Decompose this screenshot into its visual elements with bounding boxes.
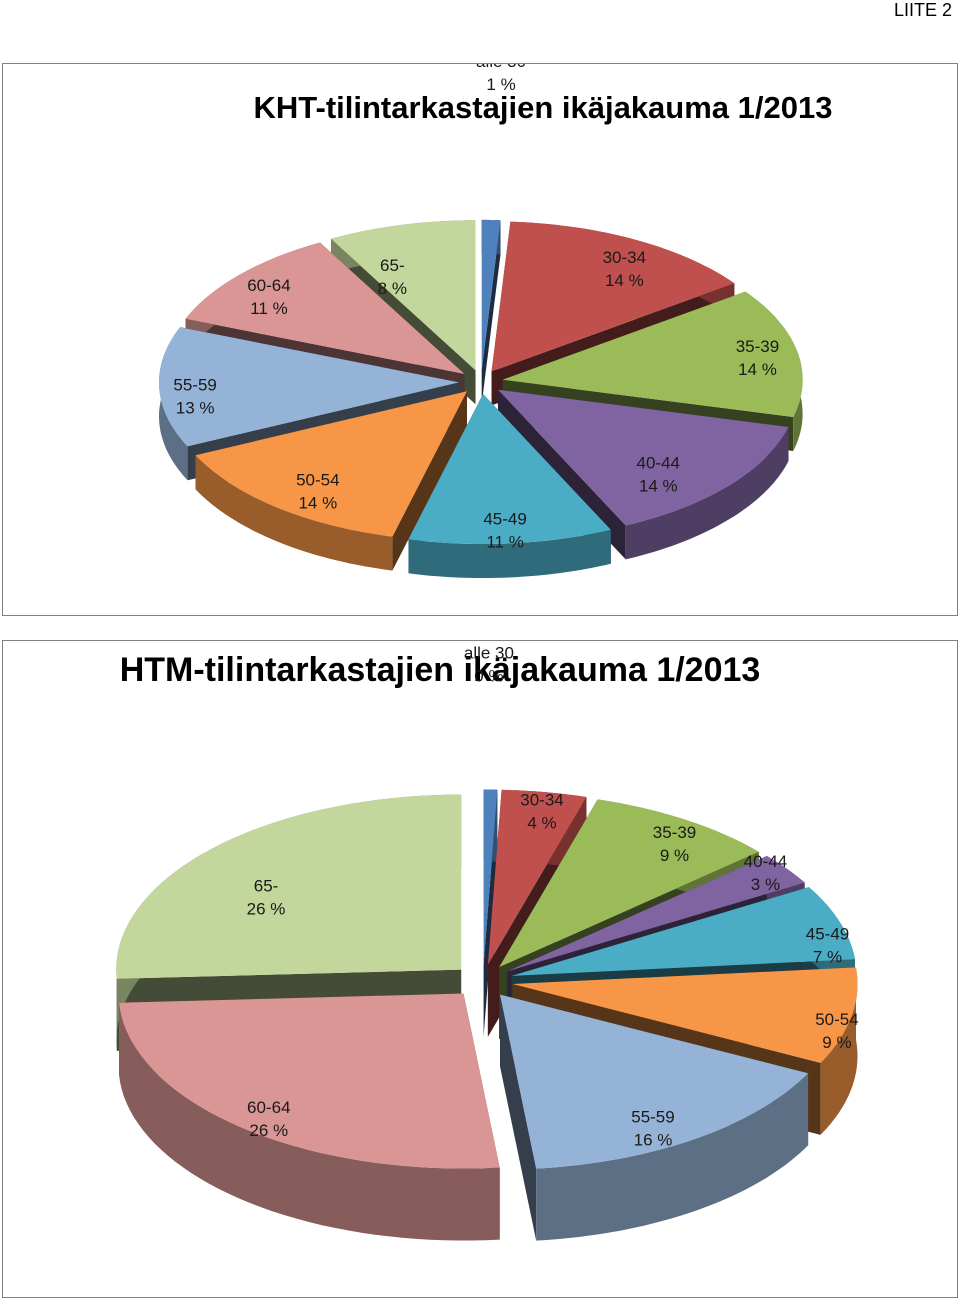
slice-40-44: [497, 389, 789, 560]
value-label-35-39: 14 %: [738, 360, 777, 379]
slice-alle-30: [483, 789, 498, 1037]
category-label-40-44: 40-44: [637, 453, 680, 472]
category-label-alle-30: alle 30: [464, 644, 514, 663]
kht-pie-chart: alle 30 1 % 30-34 14 % 35-39 14 % 40-44 14 % 45-…: [159, 64, 803, 578]
slice-top-35-39: [499, 799, 759, 968]
value-label-30-34: 4 %: [527, 814, 556, 833]
value-label-45-49: 11 %: [486, 533, 524, 552]
value-label-alle-30: 1 %: [486, 75, 515, 94]
value-label-45-49: 7 %: [813, 947, 842, 966]
value-label-65: 26 %: [247, 899, 286, 918]
category-label-65: 65-: [380, 256, 405, 275]
value-label-40-44: 14 %: [639, 476, 678, 495]
slice-top-65: [116, 794, 462, 979]
slice-60-64: [118, 993, 500, 1241]
htm-pie-chart: alle 30 0 % 30-34 4 % 35-39 9 % 40-44 3 % 45-49 7…: [116, 644, 859, 1241]
slice-top-55-59: [500, 994, 809, 1169]
slice-45-49: [408, 394, 611, 578]
category-label-50-54: 50-54: [296, 471, 339, 490]
slice-top-60-64: [185, 242, 465, 374]
htm-chart-frame: HTM-tilintarkastajien ikäjakauma 1/2013 …: [2, 640, 958, 1298]
category-label-60-64: 60-64: [247, 1098, 290, 1117]
category-label-35-39: 35-39: [736, 337, 779, 356]
slice-55-59: [500, 994, 809, 1241]
category-label-35-39: 35-39: [653, 823, 696, 842]
value-label-30-34: 14 %: [605, 271, 644, 290]
category-label-30-34: 30-34: [520, 791, 563, 810]
slice-alle-30: [481, 219, 501, 404]
slice-top-40-44: [498, 389, 789, 526]
category-label-65: 65-: [254, 876, 279, 895]
slice-top-50-54: [195, 391, 467, 537]
category-label-45-49: 45-49: [806, 924, 849, 943]
slice-top-35-39: [502, 291, 803, 417]
category-label-alle-30: alle 30: [476, 64, 526, 71]
category-label-30-34: 30-34: [603, 248, 646, 267]
value-label-50-54: 9 %: [822, 1033, 851, 1052]
value-label-55-59: 16 %: [634, 1130, 673, 1149]
slice-top-50-54: [512, 967, 858, 1063]
page-tag: LIITE 2: [893, 0, 952, 20]
value-label-alle-30: 0 %: [474, 667, 503, 686]
value-label-65: 8 %: [378, 279, 407, 298]
category-label-60-64: 60-64: [247, 276, 290, 295]
value-label-60-64: 11 %: [250, 299, 288, 318]
slice-top-45-49: [511, 887, 855, 976]
slice-top-30-34: [487, 789, 587, 965]
slice-top-65: [331, 220, 476, 371]
slice-50-54: [195, 391, 467, 571]
kht-chart-title: KHT-tilintarkastajien ikäjakauma 1/2013: [253, 90, 833, 125]
value-label-40-44: 3 %: [751, 875, 780, 894]
value-label-60-64: 26 %: [249, 1121, 288, 1140]
slice-top-40-44: [507, 856, 805, 972]
htm-chart-title: HTM-tilintarkastajien ikäjakauma 1/2013: [119, 651, 761, 689]
value-label-55-59: 13 %: [176, 398, 215, 417]
category-label-55-59: 55-59: [173, 375, 216, 394]
kht-chart-frame: KHT-tilintarkastajien ikäjakauma 1/2013 …: [2, 63, 958, 616]
slice-top-45-49: [408, 394, 611, 544]
slice-top-55-59: [159, 327, 459, 447]
category-label-50-54: 50-54: [815, 1010, 858, 1029]
value-label-50-54: 14 %: [298, 494, 337, 513]
category-label-45-49: 45-49: [483, 510, 526, 529]
category-label-55-59: 55-59: [631, 1107, 674, 1126]
slice-top-alle-30: [483, 789, 498, 965]
value-label-35-39: 9 %: [660, 846, 689, 865]
slice-top-30-34: [491, 221, 735, 372]
category-label-40-44: 40-44: [744, 852, 787, 871]
slice-top-60-64: [119, 993, 500, 1169]
slice-top-alle-30: [481, 219, 501, 370]
